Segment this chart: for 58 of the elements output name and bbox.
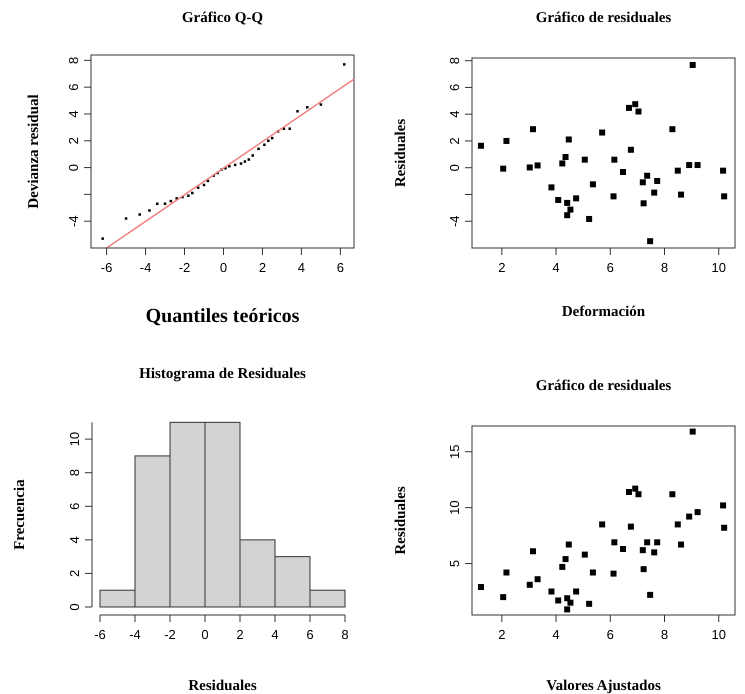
y-tick-label: 6: [447, 84, 462, 92]
y-tick-label: -4: [66, 215, 81, 227]
y-axis-title: Frecuencia: [12, 478, 28, 550]
y-tick-label: 8: [447, 57, 462, 64]
x-tick-label: 2: [498, 627, 506, 642]
y-tick-label: 5: [447, 560, 462, 568]
x-tick-label: -4: [140, 260, 152, 275]
x-tick-label: 2: [258, 260, 266, 275]
x-tick-label: 4: [552, 260, 560, 275]
y-tick-label: -4: [447, 215, 462, 228]
x-tick-label: 2: [236, 627, 244, 642]
y-tick-label: 0: [67, 603, 82, 611]
y-tick-label: 4: [67, 536, 82, 544]
x-tick-label: 6: [336, 260, 344, 275]
y-tick-label: 2: [67, 570, 82, 578]
y-axis-title: Residuales: [393, 486, 409, 555]
y-tick-label: 4: [447, 110, 462, 118]
x-tick-label: -2: [164, 627, 176, 642]
x-tick-label: 10: [712, 627, 726, 642]
x-tick-label: 0: [220, 260, 228, 275]
chart-title: Gráfico de residuales: [536, 10, 672, 26]
y-tick-label: 8: [66, 56, 81, 64]
y-tick-label: 6: [66, 84, 81, 91]
x-tick-label: 2: [498, 260, 506, 275]
x-tick-label: 6: [606, 627, 614, 642]
y-tick-label: 0: [447, 164, 462, 172]
x-tick-label: 8: [660, 260, 668, 275]
y-tick-label: 10: [447, 500, 462, 515]
x-tick-label: 0: [201, 627, 209, 642]
y-axis-title: Devianza residual: [26, 94, 42, 209]
chart-title: Gráfico de residuales: [536, 378, 672, 394]
x-tick-label: 4: [552, 627, 560, 642]
x-tick-label: 6: [606, 260, 614, 275]
x-tick-label: 4: [271, 627, 279, 642]
chart-title: Gráfico Q-Q: [182, 10, 264, 26]
y-axis-title: Residuales: [393, 118, 409, 188]
y-tick-label: 10: [67, 432, 82, 446]
x-tick-label: 4: [298, 260, 306, 275]
x-axis-title: Quantiles teóricos: [146, 305, 300, 327]
y-tick-label: 8: [67, 469, 82, 476]
x-tick-label: -2: [178, 260, 190, 275]
y-tick-label: 2: [447, 137, 462, 145]
x-axis-title: Deformación: [562, 304, 646, 320]
x-tick-label: 8: [660, 627, 668, 642]
y-tick-label: 6: [67, 502, 82, 510]
y-tick-label: 2: [66, 137, 81, 144]
x-tick-label: -6: [94, 627, 106, 642]
chart-title: Histograma de Residuales: [139, 366, 306, 382]
x-tick-label: 8: [341, 627, 349, 642]
x-axis-title: Valores Ajustados: [546, 678, 661, 694]
x-tick-label: -4: [129, 627, 141, 642]
y-tick-label: 15: [447, 444, 462, 459]
x-tick-label: 6: [306, 627, 314, 642]
x-tick-label: -6: [100, 260, 112, 275]
x-tick-label: 10: [712, 260, 726, 275]
x-axis-title: Residuales: [188, 678, 257, 694]
y-tick-label: 0: [66, 164, 81, 172]
y-tick-label: 4: [66, 110, 81, 118]
